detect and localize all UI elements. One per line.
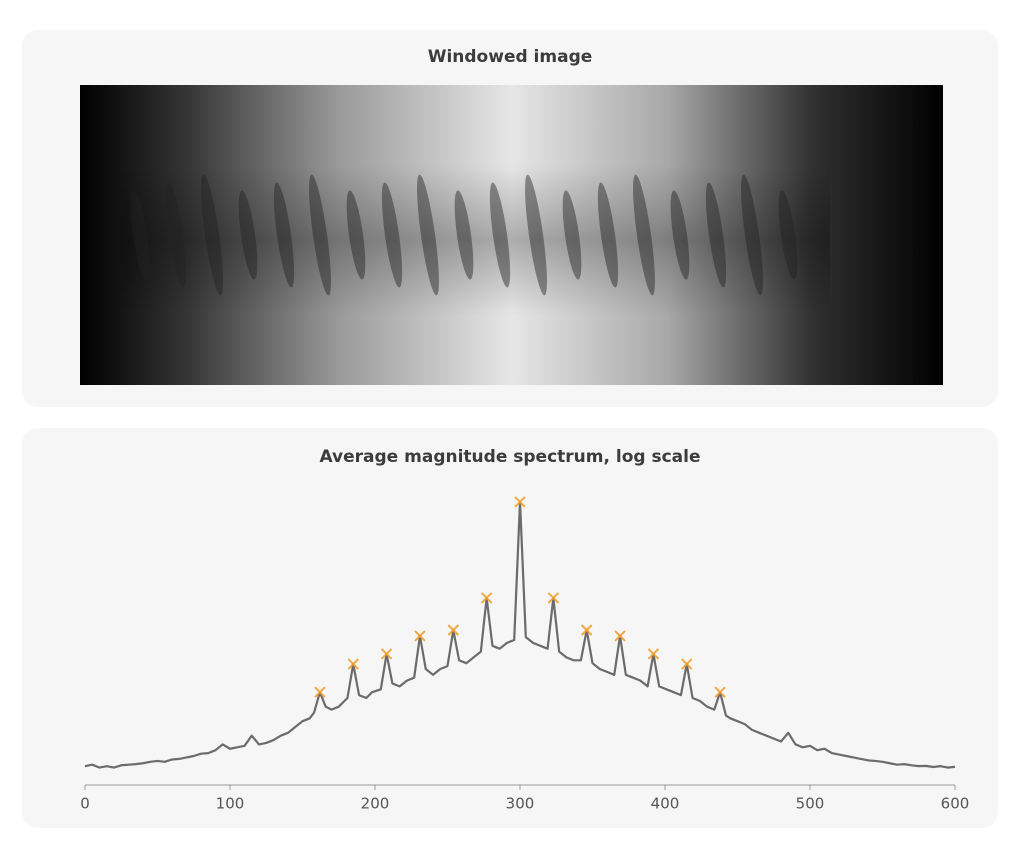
plot: 0 100 200 300 400 500 600 [80, 496, 970, 813]
image-stripe [525, 174, 547, 296]
windowed-image [80, 85, 943, 385]
peak-marker [681, 658, 693, 670]
x-tick-label: 0 [80, 795, 90, 813]
x-tick-label: 500 [796, 795, 825, 813]
peak-marker [347, 658, 359, 670]
image-stripe [238, 190, 258, 280]
peak-marker [614, 630, 626, 642]
peak-marker [447, 624, 460, 636]
x-tick-label: 600 [941, 795, 970, 813]
peak-marker [480, 592, 493, 604]
peak-marker [414, 630, 426, 642]
peak-marker [647, 648, 660, 660]
image-stripe [309, 174, 331, 296]
image-stripe [489, 182, 511, 288]
image-stripe [741, 174, 763, 296]
chart-title: Average magnitude spectrum, log scale [320, 447, 701, 467]
x-tick-label: 300 [506, 795, 535, 813]
image-stripe [381, 182, 403, 288]
image-stripe [597, 182, 619, 288]
image-stripe [346, 190, 366, 280]
image-stripe [562, 190, 582, 280]
image-stripe [130, 190, 150, 280]
image-stripe [165, 182, 187, 288]
peak-marker [547, 592, 560, 604]
image-stripe [670, 190, 690, 280]
image-stripe [633, 174, 655, 296]
x-tick-label: 100 [216, 795, 245, 813]
image-stripe [201, 174, 223, 296]
x-tick-label: 200 [361, 795, 390, 813]
image-stripe [273, 182, 295, 288]
peak-marker [314, 686, 326, 698]
x-tick-label: 400 [651, 795, 680, 813]
image-stripe [778, 190, 798, 280]
peak-marker [514, 496, 526, 508]
image-stripe [705, 182, 727, 288]
chart-panel [22, 428, 998, 828]
image-stripe [417, 174, 439, 296]
image-title: Windowed image [428, 47, 593, 67]
image-stripe [454, 190, 474, 280]
peak-marker [380, 648, 393, 660]
peak-marker [714, 686, 726, 698]
peak-marker [580, 624, 593, 636]
